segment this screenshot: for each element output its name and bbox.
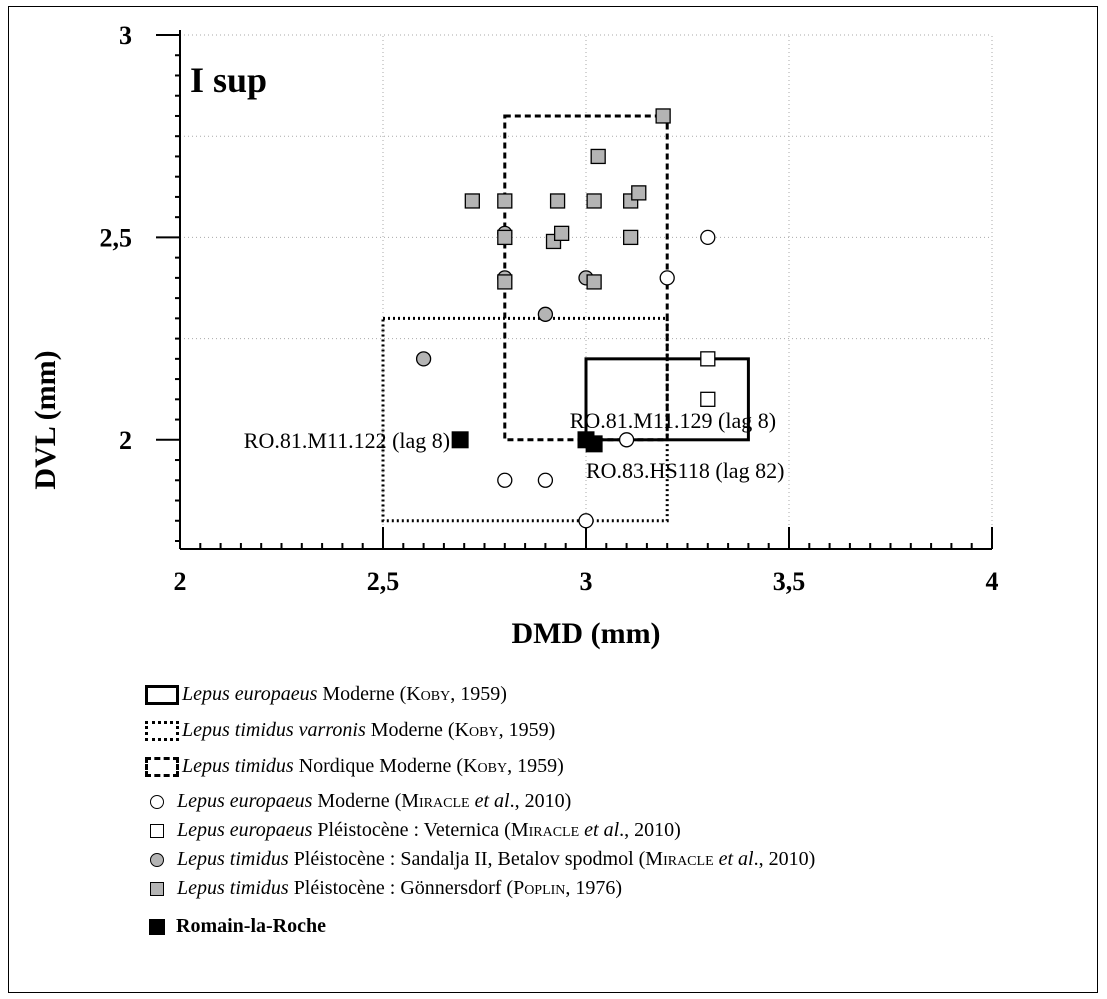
y-axis-label: DVL (mm) bbox=[29, 350, 62, 489]
y-tick-label: 3 bbox=[119, 21, 132, 50]
point-eur-veternica bbox=[700, 391, 716, 407]
point-eur-modern bbox=[659, 270, 675, 286]
axes: 2 2,5 3 2 2,5 3 3,5 4 bbox=[100, 21, 999, 596]
figure-frame bbox=[8, 6, 1098, 993]
point-timidus-gonnersdorf bbox=[464, 193, 480, 209]
y-tick-label: 2,5 bbox=[100, 223, 133, 252]
x-tick-label: 4 bbox=[986, 567, 999, 596]
panel-label: I sup bbox=[190, 60, 267, 100]
point-timidus-gonnersdorf bbox=[590, 148, 606, 165]
point-timidus-gonnersdorf bbox=[586, 193, 602, 209]
x-tick-label: 2 bbox=[174, 567, 187, 596]
scatter-plot: 22,532 2,5 3 3,5 4 RO.81.M11.122 (lag 8)RO.8… bbox=[29, 21, 999, 650]
point-label: RO.81.M11.122 (lag 8) bbox=[244, 428, 450, 453]
point-eur-modern bbox=[578, 513, 594, 529]
point-timidus-miracle bbox=[415, 351, 432, 367]
point-timidus-gonnersdorf bbox=[497, 229, 513, 246]
x-axis-label: DMD (mm) bbox=[511, 617, 660, 650]
y-tick-label: 2 bbox=[119, 426, 132, 455]
point-label: RO.81.M11.129 (lag 8) bbox=[570, 408, 776, 433]
point-annotations: RO.81.M11.122 (lag 8) RO.81.M11.129 (lag … bbox=[244, 408, 785, 483]
point-romain-la-roche bbox=[451, 431, 469, 449]
point-label: RO.83.HS118 (lag 82) bbox=[586, 458, 784, 483]
point-timidus-gonnersdorf bbox=[655, 108, 671, 124]
x-tick-label: 2,5 bbox=[367, 567, 400, 596]
point-timidus-gonnersdorf bbox=[549, 193, 566, 209]
point-timidus-gonnersdorf bbox=[553, 225, 570, 242]
data-points bbox=[415, 108, 716, 529]
point-timidus-gonnersdorf bbox=[631, 185, 647, 201]
point-eur-modern bbox=[700, 229, 716, 246]
point-timidus-gonnersdorf bbox=[623, 229, 639, 246]
point-eur-modern bbox=[497, 472, 513, 488]
x-tick-label: 3 bbox=[580, 567, 593, 596]
point-eur-veternica bbox=[700, 351, 716, 367]
point-timidus-miracle bbox=[537, 306, 554, 322]
point-eur-modern bbox=[618, 432, 635, 448]
x-tick-label: 3,5 bbox=[773, 567, 806, 596]
point-eur-modern bbox=[537, 472, 554, 488]
grid-lines bbox=[180, 34, 993, 541]
point-timidus-gonnersdorf bbox=[497, 193, 513, 209]
point-timidus-gonnersdorf bbox=[497, 274, 513, 290]
point-romain-la-roche bbox=[585, 435, 603, 453]
point-timidus-gonnersdorf bbox=[586, 274, 602, 290]
